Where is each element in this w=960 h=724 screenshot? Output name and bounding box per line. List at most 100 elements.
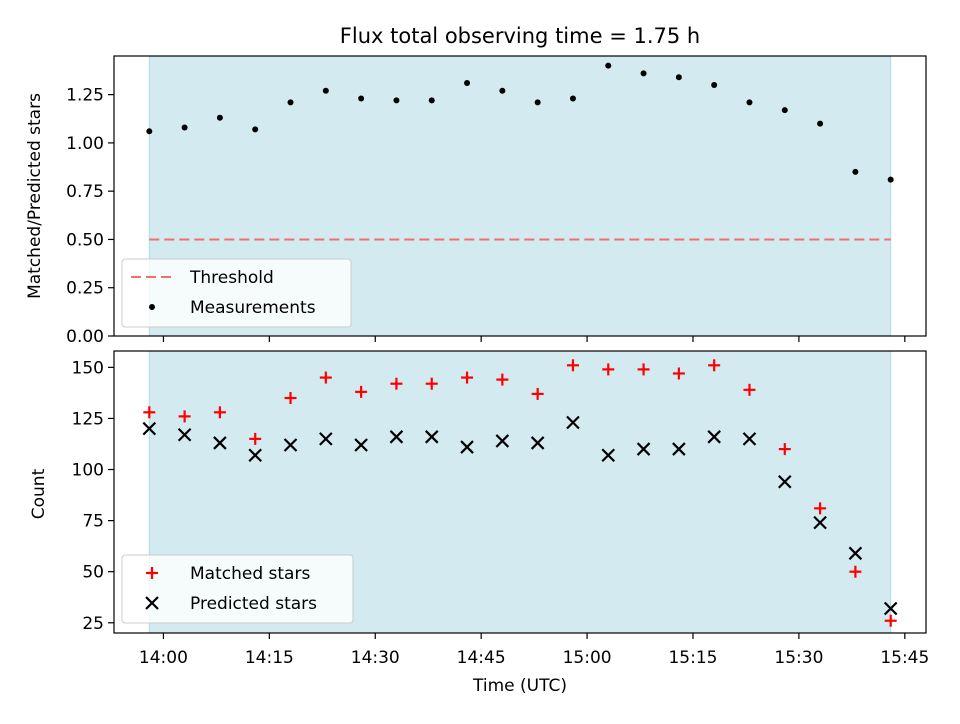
x-tick-label: 14:15 [245, 648, 294, 668]
measurement-point [428, 97, 435, 104]
measurement-point [322, 87, 329, 94]
bottom-y-tick-label: 125 [72, 409, 104, 429]
bottom-panel: 25 50 75 100 125 150 14:00 14:15 14:30 14:45 15:0… [29, 350, 929, 696]
top-y-tick-label: 0.50 [66, 230, 104, 250]
predicted-star-point [707, 430, 721, 444]
top-y-tick-label: 1.00 [66, 134, 104, 154]
top-y-ticks: 0.00 0.25 0.50 0.75 1.00 1.25 [66, 86, 114, 347]
measurement-points [146, 62, 894, 183]
bottom-y-ticks: 25 50 75 100 125 150 [72, 358, 114, 634]
bottom-legend: Matched stars Predicted stars [121, 554, 354, 624]
legend-matched-label: Matched stars [190, 564, 310, 584]
matched-star-point [849, 565, 862, 578]
measurement-point [393, 97, 400, 104]
matched-star-point [178, 410, 191, 423]
measurement-point [287, 99, 294, 106]
predicted-star-point [283, 438, 298, 452]
x-tick-label: 14:00 [139, 648, 188, 668]
predicted-star-point [742, 432, 757, 446]
bottom-axes-frame [113, 350, 927, 634]
measurement-point [252, 126, 259, 133]
bottom-y-tick-label: 100 [72, 461, 104, 481]
measurement-point [499, 87, 506, 94]
legend-matched-marker [146, 567, 158, 579]
matched-star-point [319, 371, 332, 384]
x-tick-label: 15:30 [774, 648, 823, 668]
matched-star-point [778, 443, 791, 456]
predicted-star-point [601, 448, 616, 462]
predicted-star-point [424, 430, 439, 444]
predicted-star-point [177, 428, 192, 442]
predicted-star-point [460, 440, 474, 454]
measurement-point [181, 124, 188, 131]
matched-star-point [249, 432, 262, 445]
bottom-legend-box [121, 554, 354, 624]
predicted-star-point [248, 448, 262, 462]
top-y-tick-label: 0.25 [66, 279, 104, 299]
measurement-point [675, 74, 682, 81]
legend-threshold-label: Threshold [189, 268, 274, 288]
bottom-y-axis-label: Count [29, 468, 49, 519]
bottom-y-tick-label: 75 [82, 512, 104, 532]
matched-star-point [672, 367, 685, 380]
measurement-point [852, 168, 859, 175]
legend-predicted-label: Predicted stars [190, 594, 317, 614]
x-tick-label: 14:45 [457, 648, 506, 668]
predicted-star-point [848, 546, 863, 561]
measurement-point [746, 99, 753, 106]
matched-star-point [708, 359, 721, 372]
matched-star-point [566, 359, 579, 372]
predicted-star-point [813, 515, 827, 530]
top-y-tick-label: 0.00 [66, 327, 104, 347]
top-axes-frame [113, 55, 927, 337]
measurement-point [781, 107, 788, 114]
matched-star-point [637, 363, 650, 376]
top-panel: 0.00 0.25 0.50 0.75 1.00 1.25 Matched/Predict… [25, 55, 927, 347]
legend-measurements-label: Measurements [190, 298, 316, 318]
bottom-y-tick-label: 50 [82, 563, 104, 583]
predicted-star-point [672, 442, 686, 456]
measurement-point [817, 120, 824, 127]
legend-measurements-marker [149, 304, 155, 310]
matched-star-point [531, 387, 544, 400]
top-legend-box [121, 258, 352, 328]
measurement-point [358, 95, 365, 102]
matched-star-point [602, 363, 615, 376]
measurement-point [146, 128, 153, 135]
matched-star-points [143, 359, 897, 627]
bottom-y-tick-label: 25 [82, 614, 104, 634]
predicted-star-point [213, 436, 227, 450]
top-y-axis-label: Matched/Predicted stars [25, 93, 45, 299]
bottom-x-ticks: 14:00 14:15 14:30 14:45 15:00 15:15 15:30 15:45 [139, 633, 929, 668]
predicted-star-point [530, 436, 545, 450]
matched-star-point [390, 377, 403, 390]
measurement-point [605, 62, 612, 69]
predicted-star-point [778, 475, 792, 489]
predicted-star-point [495, 434, 510, 448]
top-y-tick-label: 1.25 [66, 86, 104, 106]
bottom-y-tick-label: 150 [72, 358, 104, 378]
matched-star-point [284, 392, 297, 404]
matched-star-point [884, 614, 897, 627]
predicted-star-point [354, 438, 368, 452]
matched-star-point [213, 406, 226, 419]
predicted-star-point [883, 601, 898, 616]
measurement-point [534, 99, 541, 106]
x-tick-label: 15:00 [563, 648, 612, 668]
predicted-star-point [636, 442, 651, 456]
measurement-point [640, 70, 647, 77]
matched-star-point [355, 385, 368, 398]
matched-star-point [496, 373, 509, 386]
predicted-star-point [566, 415, 580, 430]
measurement-point [464, 80, 471, 87]
x-tick-label: 15:45 [880, 648, 929, 668]
top-legend: Threshold Measurements [121, 258, 352, 328]
measurement-point [216, 114, 223, 121]
matched-star-point [814, 502, 827, 515]
predicted-star-point [389, 430, 404, 444]
matched-star-point [743, 383, 756, 396]
measurement-point [711, 81, 718, 88]
matched-star-point [425, 377, 438, 390]
matched-star-point [461, 371, 474, 384]
